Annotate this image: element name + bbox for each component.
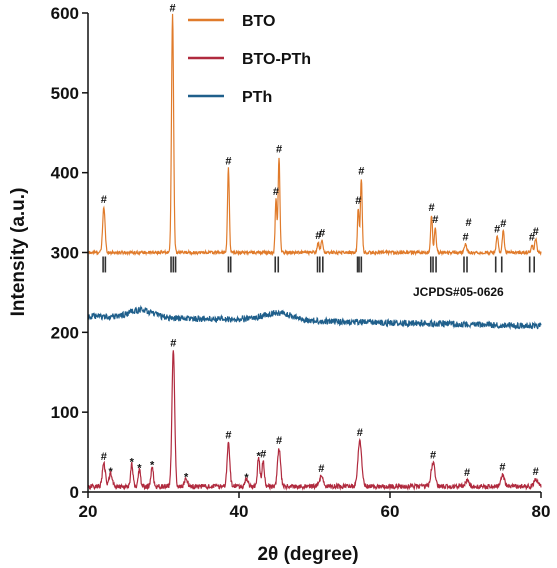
series-line-bto-pth [87, 350, 542, 491]
reference-lines [102, 256, 536, 273]
peak-hash-marker: # [260, 449, 266, 461]
peak-hash-marker: # [464, 467, 470, 479]
peak-star-marker: * [137, 463, 142, 475]
peak-hash-marker: # [276, 435, 282, 447]
peak-star-marker: * [244, 472, 249, 484]
jcpds-label: JCPDS#05-0626 [413, 285, 504, 299]
peak-hash-marker: # [462, 232, 468, 244]
peak-star-marker: * [109, 466, 114, 478]
y-tick-label: 400 [51, 164, 79, 183]
peak-hash-marker: # [101, 194, 107, 206]
x-tick-label: 80 [532, 502, 551, 521]
peak-hash-marker: # [533, 466, 539, 478]
peak-hash-marker: # [432, 214, 438, 226]
y-tick-label: 600 [51, 4, 79, 23]
x-axis-title: 2θ (degree) [257, 544, 358, 565]
peak-hash-marker: # [428, 202, 434, 214]
peak-hash-marker: # [170, 338, 176, 350]
y-tick-label: 100 [51, 403, 79, 422]
peak-hash-marker: # [315, 230, 321, 242]
peak-annotations: ############## ####*** *#*#** ###### # # [101, 2, 539, 484]
x-tick-label: 60 [381, 502, 400, 521]
peak-hash-marker: # [318, 463, 324, 475]
y-axis-title: Intensity (a.u.) [8, 188, 29, 317]
peak-hash-marker: # [494, 224, 500, 236]
peak-hash-marker: # [319, 228, 325, 240]
legend-label-bto: BTO [242, 13, 275, 30]
peak-hash-marker: # [225, 430, 231, 442]
y-tick-label: 500 [51, 84, 79, 103]
legend: BTO BTO-PTh PTh [188, 13, 311, 106]
legend-label-bto-pth: BTO-PTh [242, 51, 311, 68]
peak-star-marker: * [184, 471, 189, 483]
peak-hash-marker: # [225, 156, 231, 168]
peak-hash-marker: # [355, 195, 361, 207]
peak-hash-marker: # [533, 226, 539, 238]
y-tick-label: 300 [51, 244, 79, 263]
peak-star-marker: * [150, 459, 155, 471]
peak-hash-marker: # [276, 144, 282, 156]
y-tick-label: 200 [51, 323, 79, 342]
peak-star-marker: * [130, 456, 135, 468]
legend-label-pth: PTh [242, 89, 272, 106]
series-layer [87, 13, 542, 491]
peak-hash-marker: # [101, 451, 107, 463]
series-line-bto [87, 13, 542, 257]
plot-area: ############## ####*** *#*#** ###### # # [87, 2, 542, 491]
x-tick-label: 20 [79, 502, 98, 521]
y-tick-label: 0 [70, 483, 79, 502]
peak-hash-marker: # [465, 217, 471, 229]
axes: 20 40 60 80 0 100 200 300 400 500 600 [51, 4, 551, 521]
peak-hash-marker: # [357, 427, 363, 439]
peak-hash-marker: # [500, 218, 506, 230]
peak-hash-marker: # [358, 165, 364, 177]
peak-hash-marker: # [430, 449, 436, 461]
peak-hash-marker: # [499, 461, 505, 473]
x-tick-label: 40 [230, 502, 249, 521]
peak-star-marker: * [256, 451, 261, 463]
peak-hash-marker: # [529, 232, 535, 244]
peak-hash-marker: # [169, 2, 175, 14]
series-line-pth [87, 304, 542, 331]
peak-hash-marker: # [273, 186, 279, 198]
